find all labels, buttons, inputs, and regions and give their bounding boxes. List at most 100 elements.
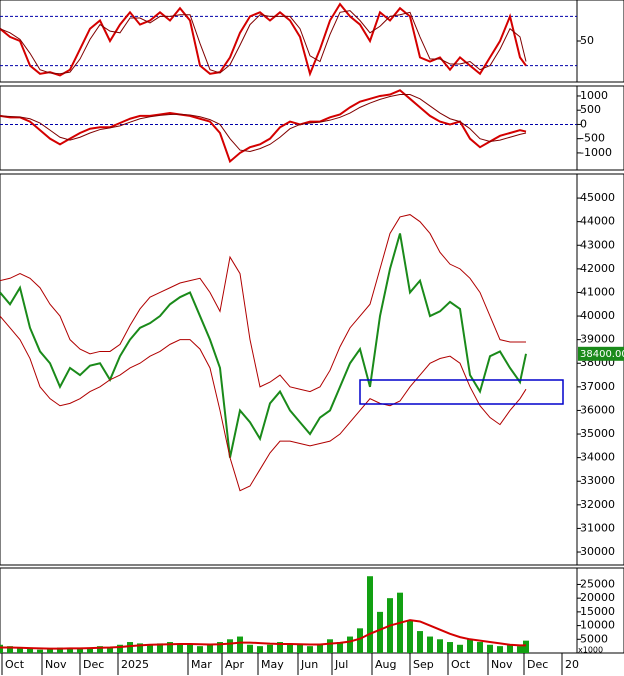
volume-bar xyxy=(407,620,413,653)
x-tick-label: Oct xyxy=(5,658,25,671)
y-tick-label: 20000 xyxy=(580,591,615,604)
highlight-box xyxy=(359,379,564,405)
panel-frame xyxy=(0,85,624,171)
volume-bar xyxy=(427,636,433,653)
y-tick-label: 36000 xyxy=(580,403,615,416)
volume-bar xyxy=(457,644,463,653)
series-line xyxy=(0,619,526,650)
volume-bar xyxy=(437,639,443,653)
volume-bar xyxy=(317,644,323,653)
y-tick-label: 45000 xyxy=(580,191,615,204)
y-tick-label: 1000 xyxy=(580,89,608,102)
volume-bar xyxy=(357,628,363,653)
y-tick-label: 30000 xyxy=(580,545,615,558)
volume-bar xyxy=(467,639,473,653)
x-tick-label: May xyxy=(261,658,284,671)
volume-bar xyxy=(47,648,53,653)
volume-bar xyxy=(0,644,3,653)
series-line xyxy=(0,233,527,458)
volume-bar xyxy=(187,644,193,653)
x-tick-label: Dec xyxy=(83,658,104,671)
volume-bar xyxy=(337,642,343,653)
x-tick-label: Sep xyxy=(413,658,434,671)
panel-frame xyxy=(0,0,624,83)
volume-bar xyxy=(487,644,493,653)
volume-bar xyxy=(97,646,103,653)
series xyxy=(0,214,526,393)
volume-bar xyxy=(237,636,243,653)
volume-bar xyxy=(87,647,93,653)
x-tick-label: Oct xyxy=(451,658,471,671)
series xyxy=(0,619,526,650)
volume-bar xyxy=(447,642,453,653)
volume-bar xyxy=(377,611,383,653)
y-tick-label: 25000 xyxy=(580,577,615,590)
volume-bar xyxy=(107,646,113,653)
y-tick-label: 500 xyxy=(580,103,601,116)
series-line xyxy=(0,94,527,153)
volume-bar xyxy=(157,643,163,653)
volume-bar xyxy=(517,646,523,653)
volume-bar xyxy=(7,646,13,653)
volume-bar xyxy=(417,631,423,653)
y-tick-label: 32000 xyxy=(580,498,615,511)
y-tick-label: 15000 xyxy=(580,605,615,618)
volume-bar xyxy=(57,647,63,653)
volume-bar xyxy=(347,636,353,653)
series-line xyxy=(0,10,527,75)
volume-bar xyxy=(477,642,483,653)
x-tick-label: Jul xyxy=(334,658,348,671)
y-tick-label: 10000 xyxy=(580,619,615,632)
x-tick-label: Nov xyxy=(45,658,67,671)
y-tick-label: 44000 xyxy=(580,215,615,228)
y-tick-label: 39000 xyxy=(580,333,615,346)
x-tick-label: Aug xyxy=(375,658,396,671)
volume-bar xyxy=(217,642,223,653)
x-tick-label: Dec xyxy=(527,658,548,671)
volume-bar xyxy=(277,642,283,653)
x-tick-label: Apr xyxy=(225,658,245,671)
volume-bar xyxy=(307,646,313,653)
series xyxy=(0,233,527,458)
volume-bar xyxy=(523,640,529,653)
x-tick-label: Nov xyxy=(491,658,513,671)
volume-bar xyxy=(127,642,133,653)
series xyxy=(0,89,527,164)
x-tick-label: 2025 xyxy=(121,658,149,671)
volume-bar xyxy=(197,646,203,653)
volume-bar xyxy=(267,644,273,653)
volume-bar xyxy=(167,642,173,653)
volume-bar xyxy=(17,647,23,653)
x-tick-label: 20 xyxy=(565,658,579,671)
x-tick-label: Mar xyxy=(191,658,212,671)
volume-bar xyxy=(27,648,33,653)
y-tick-label: 41000 xyxy=(580,285,615,298)
volume-bar xyxy=(247,644,253,653)
y-tick-label: -500 xyxy=(580,132,605,145)
y-tick-label: 5000 xyxy=(580,632,608,645)
y-tick-label: 43000 xyxy=(580,238,615,251)
y-tick-label: 0 xyxy=(580,117,587,130)
y-tick-label: 33000 xyxy=(580,474,615,487)
y-tick-label: 31000 xyxy=(580,521,615,534)
y-tick-label: 40000 xyxy=(580,309,615,322)
volume-bar xyxy=(227,639,233,653)
volume-bar xyxy=(497,646,503,653)
volume-bar xyxy=(177,643,183,653)
y-tick-label: 37000 xyxy=(580,380,615,393)
y-tick-label: 42000 xyxy=(580,262,615,275)
last-value-label: 38400.00 xyxy=(580,349,624,360)
series xyxy=(0,10,527,75)
volume-bar xyxy=(297,644,303,653)
last-value-box xyxy=(578,346,624,361)
series-line xyxy=(0,89,527,164)
volume-bar xyxy=(367,576,373,653)
volume-bar xyxy=(287,643,293,653)
y-tick-label: 35000 xyxy=(580,427,615,440)
volume-bar xyxy=(117,644,123,653)
y-tick-label: 50 xyxy=(580,34,594,47)
volume-bar xyxy=(137,643,143,653)
series xyxy=(0,315,527,492)
